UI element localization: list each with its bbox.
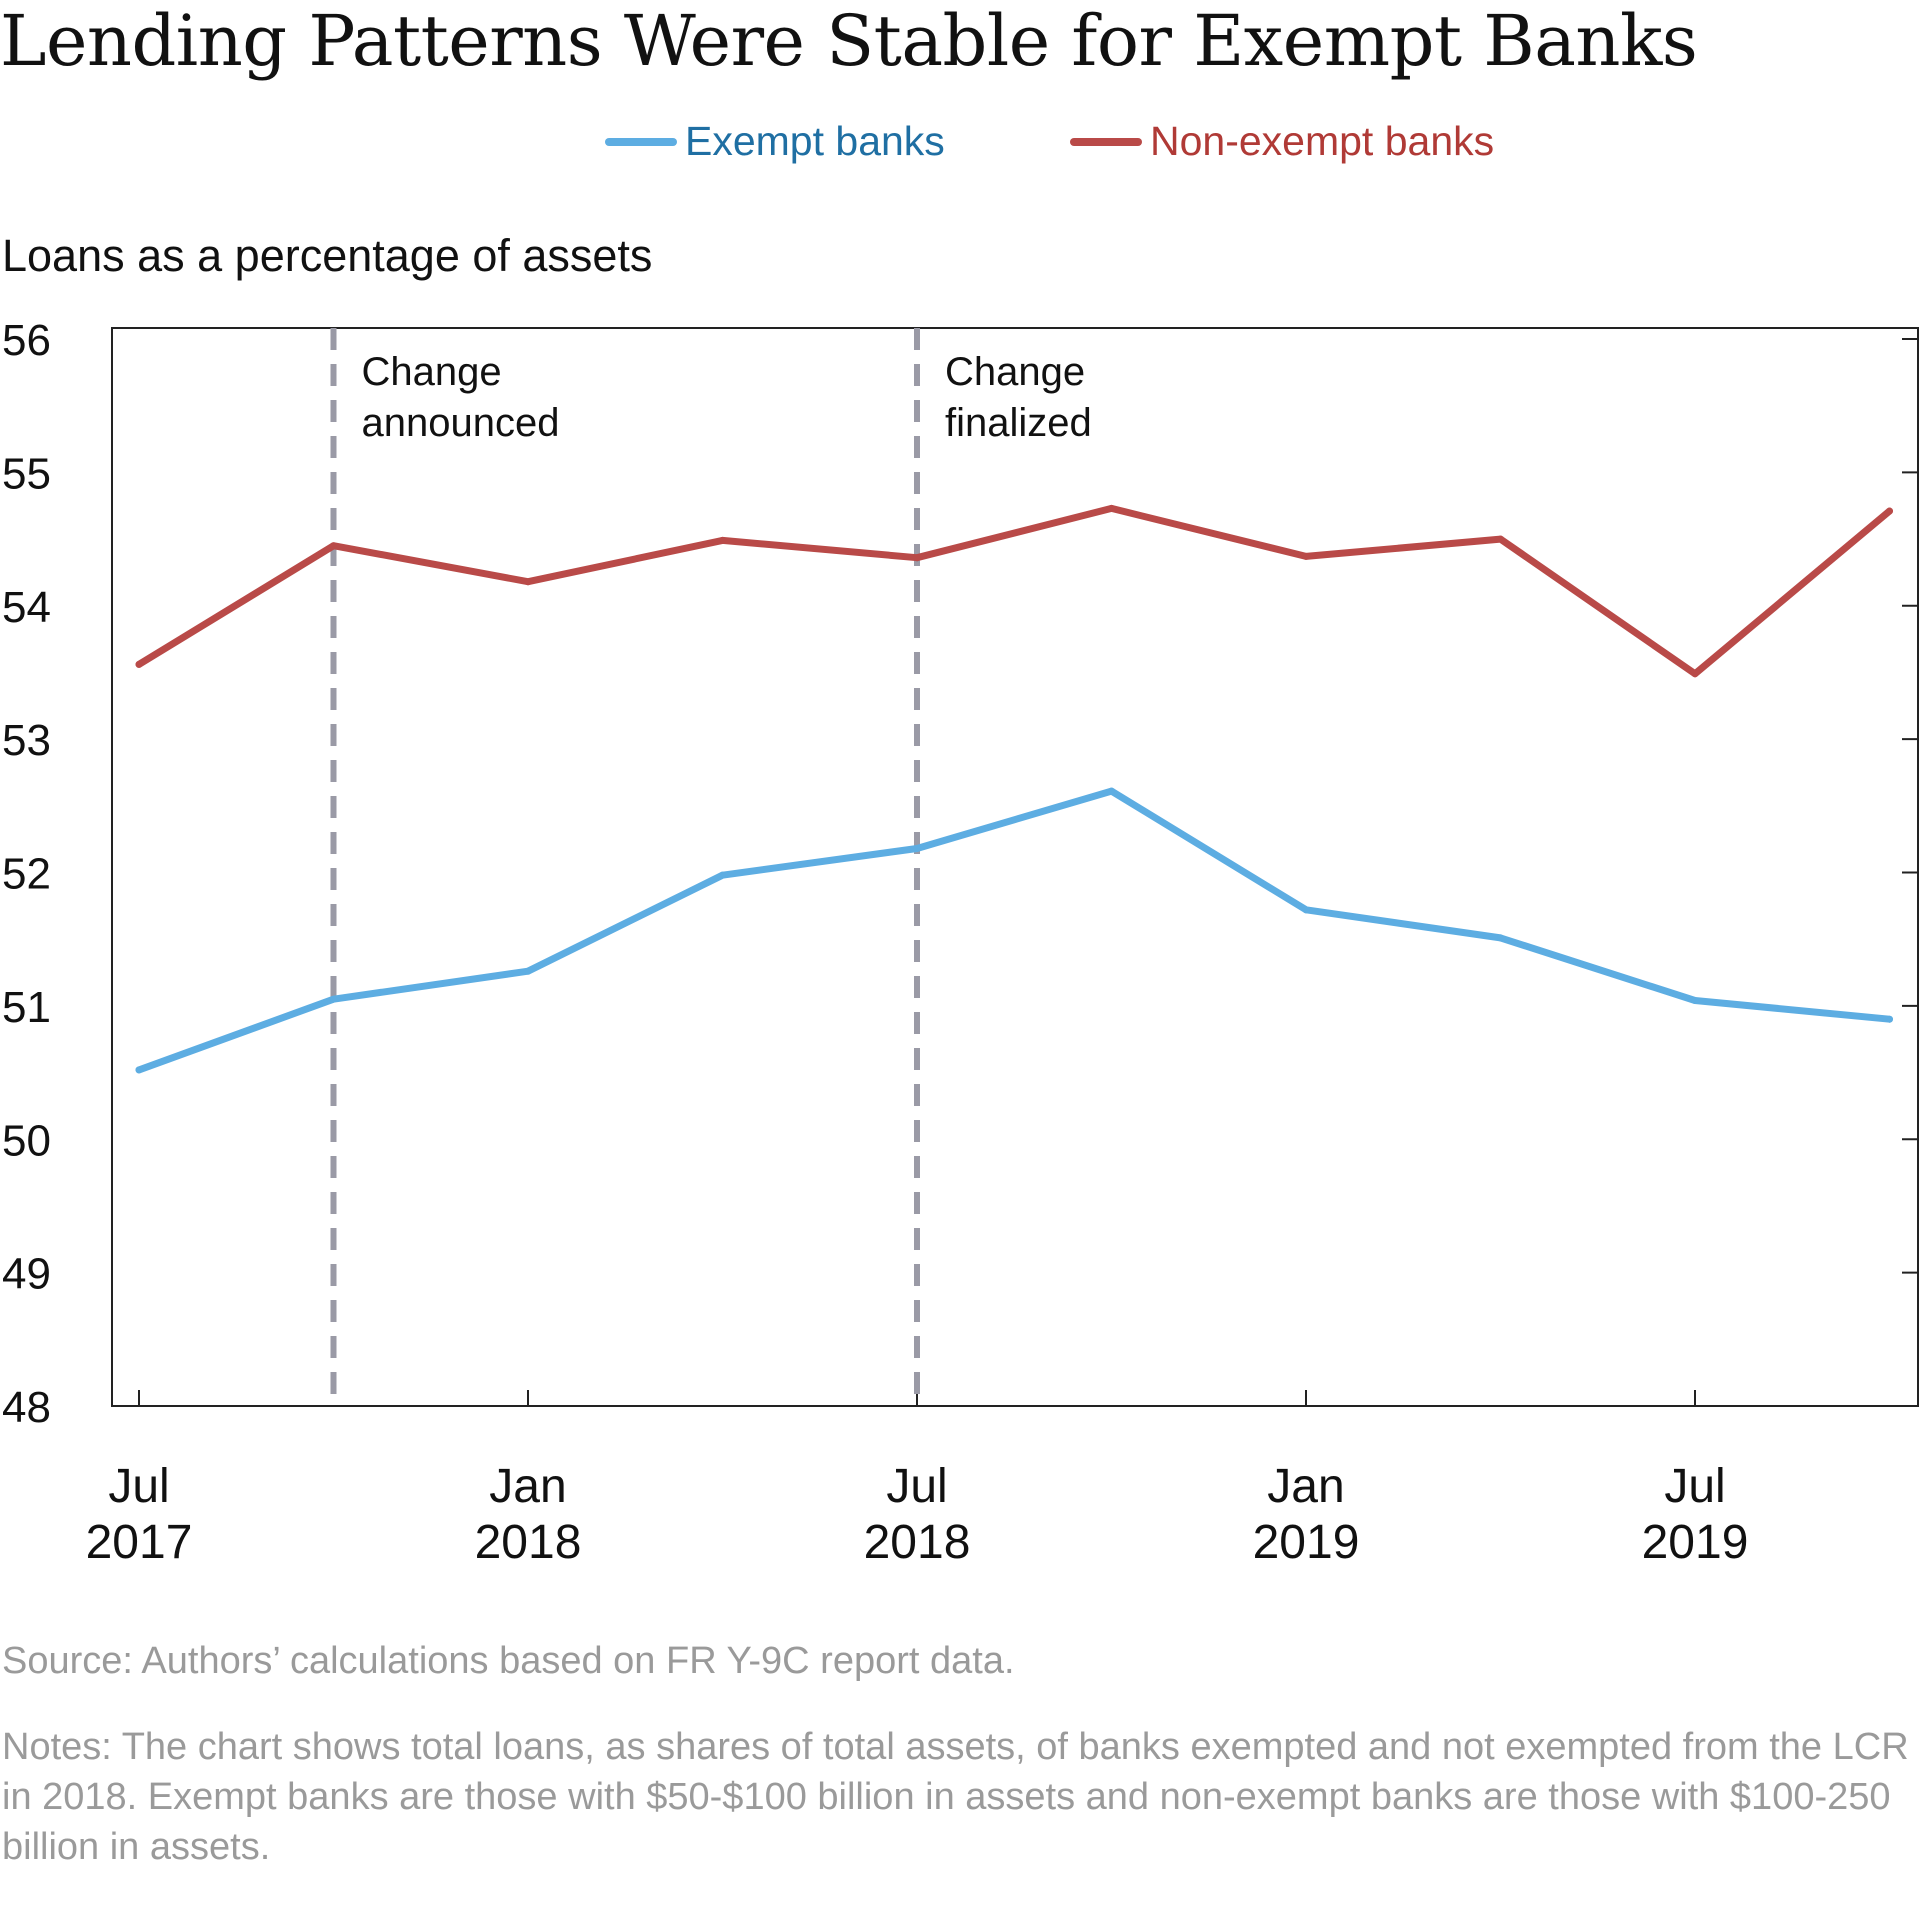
legend-swatch-exempt [605,137,677,146]
chart-title: Lending Patterns Were Stable for Exempt … [0,0,1698,82]
series-lines [135,504,1893,1074]
y-tick-label: 49 [2,1250,51,1299]
x-tick-label-month: Jan [1267,1460,1344,1513]
legend-label-exempt: Exempt banks [685,118,945,164]
exempt-banks-point [1497,934,1504,942]
non-exempt-banks-point [1108,504,1115,512]
exempt-banks-line [135,787,1893,1074]
notes-text: Notes: The chart shows total loans, as s… [2,1726,1909,1868]
y-tick-label: 48 [2,1383,51,1432]
non-exempt-banks-line [135,504,1893,678]
non-exempt-banks-point [1302,552,1310,560]
source-note: Source: Authors’ calculations based on F… [2,1640,1015,1682]
exempt-banks-point [1302,906,1310,914]
non-exempt-banks-point [524,578,532,586]
non-exempt-banks-point [719,536,726,544]
x-tick-label-month: Jan [489,1460,566,1513]
exempt-banks-point [1886,1015,1893,1023]
y-tick-label: 55 [2,449,51,498]
exempt-banks-point [524,967,532,975]
legend-item-exempt: Exempt banks [605,118,945,165]
non-exempt-banks-point [1497,535,1504,543]
non-exempt-banks-point [1691,670,1699,678]
non-exempt-banks-point [330,542,337,550]
exempt-banks-point [330,995,337,1003]
legend-label-non-exempt: Non-exempt banks [1150,118,1495,164]
legend-swatch-non-exempt [1070,137,1142,146]
exempt-banks-point [913,844,921,852]
non-exempt-banks-point [135,660,143,668]
x-tick-label-month: Jul [886,1460,947,1513]
y-tick-label: 56 [2,316,51,365]
y-axis-label: Loans as a percentage of assets [2,230,653,281]
exempt-banks-point [719,871,726,879]
annotation-label: finalized [945,401,1092,445]
x-tick-label-year: 2018 [475,1516,582,1569]
exempt-banks-point [1691,997,1699,1005]
non-exempt-banks-point [913,554,921,562]
x-tick-label-year: 2018 [864,1516,971,1569]
annotations: Change announced Change finalized [330,328,1092,1406]
annotation-label: Change [945,350,1085,394]
exempt-banks-point [135,1066,143,1074]
annotation-label: Change [362,350,502,394]
x-tick-label-year: 2019 [1253,1516,1360,1569]
legend-item-non-exempt: Non-exempt banks [1070,118,1494,165]
chart-legend: Exempt banks Non-exempt banks [0,118,1924,178]
exempt-banks-point [1108,787,1115,795]
x-tick-label-month: Jul [1664,1460,1725,1513]
y-tick-label: 52 [2,850,51,899]
x-tick-label-year: 2019 [1642,1516,1749,1569]
y-tick-label: 53 [2,716,51,765]
plot-frame [111,327,1919,1407]
annotation-label: announced [362,401,560,445]
non-exempt-banks-point [1886,507,1893,515]
y-tick-label: 51 [2,983,51,1032]
y-tick-label: 54 [2,583,51,632]
y-axis: 48 49 50 51 52 53 54 55 56 [2,316,1918,1432]
y-tick-label: 50 [2,1116,51,1165]
x-tick-label-year: 2017 [86,1516,193,1569]
x-tick-label-month: Jul [108,1460,169,1513]
